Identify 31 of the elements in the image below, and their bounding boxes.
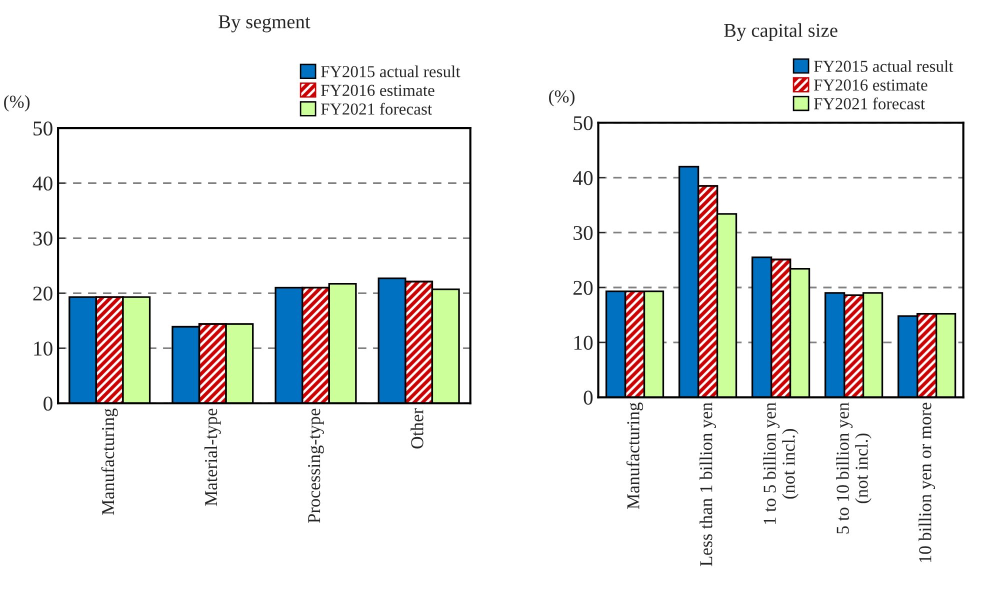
y-tick-label: 30 [574,226,593,240]
x-tick-label: Processing-type [308,408,324,523]
chart-title: By segment [218,15,310,32]
y-tick-label: 40 [572,171,593,186]
x-tick-label: 10 billion yen or more [918,402,936,562]
legend-label: FY2016 estimate [321,84,434,96]
y-tick-label: 10 [34,342,52,356]
x-tick-label: Manufacturing [101,408,118,515]
legend-label: FY2015 actual result [321,66,460,78]
legend-label: FY2015 actual result [814,60,954,72]
x-tick-label: Other [410,408,424,448]
y-axis-title: (%) [549,90,575,106]
chart-title: By capital size [724,23,838,41]
y-tick-label: 0 [584,390,593,405]
y-tick-label: 10 [574,336,593,350]
legend-label: FY2016 estimate [814,79,928,91]
legend-label: FY2021 forecast [814,97,925,110]
x-tick-label: Manufacturing [626,402,644,509]
y-tick-label: 40 [32,176,52,191]
y-tick-label: 20 [573,280,593,295]
y-tick-label: 50 [574,116,593,130]
y-tick-label: 30 [33,232,52,246]
x-tick-label: 5 to 10 billion yen (not incl.) [836,402,872,534]
y-tick-label: 0 [44,396,52,411]
legend-label: FY2021 forecast [321,102,432,115]
x-tick-label: Material-type [204,408,221,506]
y-tick-label: 50 [34,121,52,136]
x-tick-label: Less than 1 billion yen [700,402,716,566]
y-tick-label: 20 [33,286,52,301]
x-tick-label: 1 to 5 billion yen (not incl.) [763,402,798,524]
y-axis-title: (%) [4,95,30,112]
